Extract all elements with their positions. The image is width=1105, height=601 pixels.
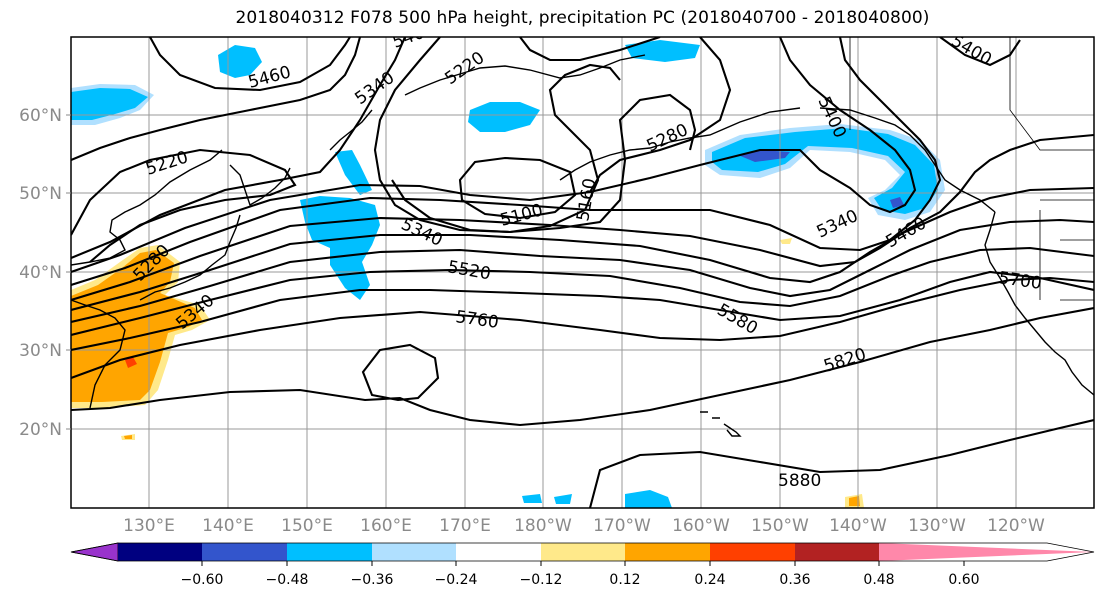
contour-5880-cell (361, 343, 440, 402)
lon-tick-label: 140°E (202, 516, 254, 536)
precip-positive-area (849, 496, 860, 506)
colorbar-segment (202, 543, 287, 561)
contour-5640 (71, 246, 1094, 337)
precip-negative-area (890, 197, 904, 208)
colorbar-tick-label: −0.12 (520, 572, 563, 588)
colorbar-tick-label: −0.48 (266, 572, 309, 588)
contour-label: 5880 (778, 471, 821, 491)
lat-tick-label: 20°N (19, 420, 62, 440)
colorbar-segment (795, 543, 879, 561)
lon-tick-label: 160°W (672, 516, 730, 536)
lat-tick-label: 50°N (19, 184, 62, 204)
contour-5100 (458, 156, 577, 220)
colorbar-tick-label: −0.36 (351, 572, 394, 588)
contour-5460 (71, 133, 1094, 302)
lon-tick-label: 160°E (360, 516, 412, 536)
figure-title: 2018040312 F078 500 hPa height, precipit… (235, 8, 930, 28)
lat-tick-label: 40°N (19, 263, 62, 283)
lon-tick-label: 170°W (593, 516, 651, 536)
colorbar-segment (456, 543, 541, 561)
coastline-japan (139, 214, 241, 301)
height-contours (71, 37, 1094, 508)
lon-tick-label: 140°W (829, 516, 887, 536)
longitude-ticks: 130°E 140°E 150°E 160°E 170°E 180°W 170°… (123, 516, 1045, 536)
contour-5880 (588, 418, 1094, 508)
colorbar-tick-label: −0.24 (435, 572, 478, 588)
contour-5340 (71, 37, 917, 273)
lon-tick-label: 180°W (514, 516, 572, 536)
contour-5220 (71, 37, 697, 263)
lon-tick-label: 130°W (908, 516, 966, 536)
border-lines (849, 37, 1094, 301)
colorbar-segment (625, 543, 710, 561)
coastline-hawaii (700, 411, 742, 437)
lat-tick-label: 60°N (19, 106, 62, 126)
contour-5460-upper (149, 37, 351, 92)
precip-negative-area (335, 150, 372, 195)
contour-5220-upper (71, 37, 362, 161)
colorbar-segment (710, 543, 795, 561)
contour-5520 (71, 186, 1094, 312)
lon-tick-label: 170°E (439, 516, 491, 536)
colorbar-tick-label: −0.60 (181, 572, 224, 588)
colorbar-tick-label: 0.60 (948, 572, 979, 588)
contour-5400-nw (939, 37, 1021, 67)
contour-5580 (71, 218, 1094, 324)
contour-5400 (71, 37, 942, 287)
lon-tick-label: 130°E (123, 516, 175, 536)
lon-tick-label: 150°W (751, 516, 809, 536)
precip-positive-area (780, 238, 792, 244)
contour-5700 (71, 270, 1094, 352)
colorbar-tick-label: 0.36 (779, 572, 810, 588)
precip-positive-area (125, 357, 137, 368)
precip-negative-area (218, 45, 262, 78)
colorbar-extend-max (879, 543, 1094, 561)
graticule (71, 37, 1094, 508)
precip-negative-area (625, 490, 672, 508)
precip-positive-area (71, 250, 202, 402)
precip-negative-area (554, 494, 572, 504)
precip-positive-layer (71, 238, 864, 508)
colorbar: −0.60 −0.48 −0.36 −0.24 −0.12 0.12 0.24 … (70, 542, 1095, 588)
colorbar-segment (287, 543, 372, 561)
colorbar-tick-label: 0.24 (694, 572, 725, 588)
latitude-ticks: 60°N 50°N 40°N 30°N 20°N (19, 106, 71, 440)
contour-5820 (71, 306, 1094, 427)
lon-tick-label: 120°W (987, 516, 1045, 536)
colorbar-segment (372, 543, 456, 561)
colorbar-extend-min (70, 542, 119, 562)
precip-positive-area (124, 435, 132, 439)
lat-tick-label: 30°N (19, 341, 62, 361)
precip-negative-area (468, 102, 540, 132)
precip-negative-area (625, 40, 700, 62)
contour-5160 (391, 63, 621, 234)
precip-negative-area (522, 494, 542, 503)
colorbar-segment (118, 543, 202, 561)
colorbar-segment (541, 543, 625, 561)
contour-5760 (71, 276, 1094, 379)
colorbar-tick-label: 0.48 (863, 572, 894, 588)
colorbar-tick-label: 0.12 (609, 572, 640, 588)
lon-tick-label: 150°E (281, 516, 333, 536)
precip-negative-area (71, 88, 148, 120)
